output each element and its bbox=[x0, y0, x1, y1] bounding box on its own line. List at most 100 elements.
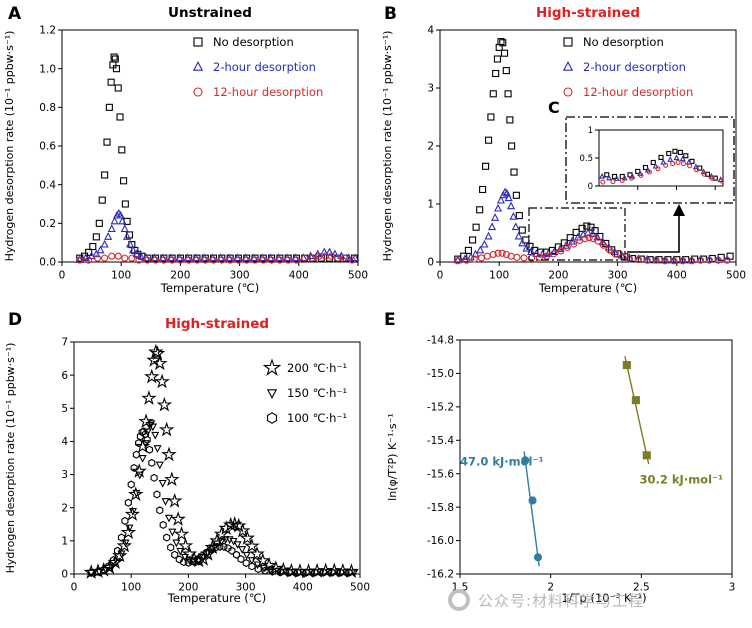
triangle-down-marker bbox=[217, 537, 226, 546]
hexagon-marker bbox=[159, 520, 167, 530]
hexagon-marker bbox=[345, 568, 353, 577]
circle-marker bbox=[688, 257, 696, 265]
x-tick-label: 300 bbox=[608, 270, 628, 282]
x-tick-label: 100 bbox=[111, 270, 131, 282]
square-marker bbox=[111, 55, 119, 63]
legend-label: 150 ℃·h⁻¹ bbox=[287, 386, 347, 400]
y-tick-label: 1 bbox=[588, 126, 593, 136]
square-marker bbox=[89, 242, 97, 251]
circle-marker bbox=[563, 243, 571, 252]
square-marker bbox=[107, 78, 115, 86]
y-tick-label: 0.4 bbox=[39, 179, 56, 191]
square-marker bbox=[112, 65, 121, 73]
square-marker bbox=[110, 53, 118, 61]
circle-marker bbox=[470, 255, 478, 263]
triangle-up-marker bbox=[120, 224, 129, 233]
chart-C-svg: 00.51 bbox=[565, 116, 735, 204]
x-tick-label: 400 bbox=[667, 270, 687, 282]
hexagon-marker bbox=[276, 568, 285, 577]
hexagon-marker bbox=[105, 561, 113, 571]
hexagon-marker bbox=[232, 550, 240, 559]
triangle-up-marker bbox=[643, 254, 652, 263]
triangle-down-marker bbox=[307, 569, 317, 577]
y-tick-label: 4 bbox=[61, 436, 68, 448]
square-marker bbox=[583, 222, 591, 230]
square-marker bbox=[479, 185, 487, 194]
triangle-up-marker bbox=[613, 175, 620, 181]
triangle-up-marker bbox=[92, 249, 101, 258]
circle-marker bbox=[321, 252, 329, 260]
hexagon-marker bbox=[266, 412, 278, 424]
triangle-up-marker bbox=[514, 231, 523, 240]
triangle-down-marker bbox=[290, 569, 299, 577]
hexagon-marker bbox=[220, 542, 228, 551]
y-tick-label: 7 bbox=[61, 337, 68, 349]
circle-marker bbox=[301, 254, 309, 262]
circle-marker bbox=[550, 250, 558, 258]
y-tick-label: 2 bbox=[61, 502, 68, 514]
triangle-down-marker bbox=[164, 514, 174, 523]
y-tick-label: 0.2 bbox=[39, 218, 56, 230]
circle-marker bbox=[226, 256, 234, 264]
fit-line bbox=[624, 356, 650, 465]
triangle-up-marker bbox=[692, 163, 699, 170]
square-marker bbox=[631, 396, 640, 405]
circle-marker bbox=[670, 161, 676, 167]
x-tick-label: 400 bbox=[289, 270, 309, 282]
star-marker bbox=[177, 537, 194, 553]
hexagon-marker bbox=[294, 568, 302, 577]
fit-line bbox=[523, 451, 540, 567]
circle-marker bbox=[661, 257, 669, 265]
star-marker bbox=[144, 368, 160, 384]
circle-marker bbox=[93, 254, 102, 262]
circle-marker bbox=[600, 179, 606, 185]
circle-marker bbox=[705, 256, 713, 264]
triangle-up-marker bbox=[100, 239, 109, 248]
circle-marker bbox=[498, 249, 506, 257]
circle-marker bbox=[348, 256, 356, 264]
square-marker bbox=[642, 451, 651, 460]
square-marker bbox=[683, 153, 689, 159]
zoom-region-box bbox=[528, 207, 626, 261]
circle-marker bbox=[292, 256, 300, 264]
triangle-up-marker bbox=[96, 245, 105, 254]
triangle-up-marker bbox=[723, 254, 732, 263]
chart-title: High-strained bbox=[165, 316, 269, 332]
circle-marker bbox=[619, 177, 625, 183]
hexagon-marker bbox=[156, 506, 164, 515]
circle-marker bbox=[670, 257, 678, 265]
star-marker bbox=[83, 564, 99, 579]
y-tick-label: 1.2 bbox=[39, 25, 56, 37]
triangle-down-marker bbox=[128, 508, 138, 516]
circle-marker bbox=[605, 246, 613, 254]
hexagon-marker bbox=[198, 551, 206, 560]
square-marker bbox=[76, 254, 84, 262]
chart-A-svg: 0 100 200 300 400 500 0.0 0.2 0.4 0.6 0.8 1.0 1.2 Uns… bbox=[3, 5, 368, 295]
square-marker bbox=[492, 69, 500, 78]
star-marker bbox=[164, 471, 180, 487]
y-tick-label: -15.8 bbox=[427, 502, 454, 514]
series-200-c-per-h bbox=[83, 343, 360, 579]
circle-marker bbox=[210, 256, 218, 264]
star-marker bbox=[262, 358, 282, 376]
circle-marker bbox=[143, 256, 151, 264]
star-marker bbox=[249, 545, 265, 561]
triangle-up-marker bbox=[634, 254, 643, 263]
circle-marker bbox=[687, 163, 693, 169]
square-marker bbox=[500, 49, 509, 57]
circle-marker bbox=[634, 256, 642, 264]
square-marker bbox=[506, 116, 514, 124]
hexagon-marker bbox=[248, 562, 256, 571]
square-marker bbox=[120, 177, 128, 185]
y-tick-label: 0.0 bbox=[39, 257, 56, 269]
star-marker bbox=[148, 343, 164, 359]
chart-kissinger-plot: 1.5 2 2.5 3 -14.8 -15.0 -15.2 -15.4 -15.6 -15.8 -1… bbox=[376, 306, 752, 606]
circle-marker bbox=[680, 161, 687, 167]
inset-arrow-line bbox=[627, 216, 680, 253]
inset-border bbox=[565, 116, 735, 204]
star-marker bbox=[138, 413, 154, 429]
circle-marker bbox=[611, 250, 619, 258]
triangle-up-marker bbox=[518, 238, 527, 247]
circle-marker bbox=[521, 456, 530, 465]
y-tick-label: 2 bbox=[427, 141, 434, 153]
